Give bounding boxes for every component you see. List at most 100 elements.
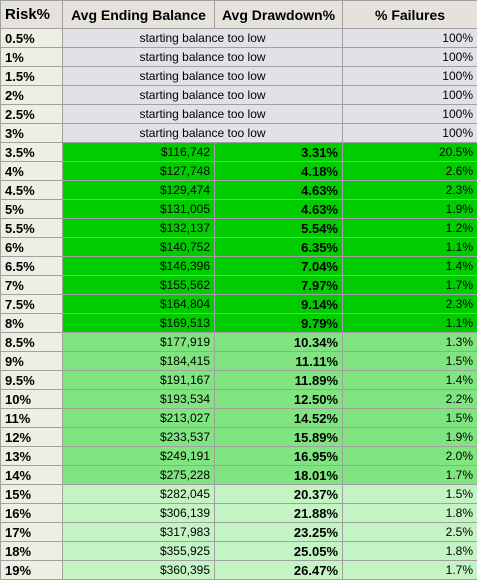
risk-cell: 19% [1, 561, 63, 580]
balance-cell: $275,228 [63, 466, 215, 485]
note-cell: starting balance too low [63, 29, 343, 48]
drawdown-cell: 15.89% [215, 428, 343, 447]
drawdown-cell: 4.18% [215, 162, 343, 181]
column-header: % Failures [343, 1, 477, 29]
note-cell: starting balance too low [63, 86, 343, 105]
risk-cell: 1% [1, 48, 63, 67]
failures-cell: 2.2% [343, 390, 477, 409]
failures-cell: 1.4% [343, 371, 477, 390]
balance-cell: $233,537 [63, 428, 215, 447]
balance-cell: $127,748 [63, 162, 215, 181]
balance-cell: $282,045 [63, 485, 215, 504]
failures-cell: 1.9% [343, 428, 477, 447]
balance-cell: $169,513 [63, 314, 215, 333]
failures-cell: 1.1% [343, 314, 477, 333]
risk-cell: 8% [1, 314, 63, 333]
risk-cell: 3% [1, 124, 63, 143]
drawdown-cell: 5.54% [215, 219, 343, 238]
risk-cell: 9% [1, 352, 63, 371]
failures-cell: 1.1% [343, 238, 477, 257]
balance-cell: $306,139 [63, 504, 215, 523]
balance-cell: $317,983 [63, 523, 215, 542]
drawdown-cell: 7.04% [215, 257, 343, 276]
failures-cell: 1.8% [343, 504, 477, 523]
risk-cell: 12% [1, 428, 63, 447]
balance-cell: $184,415 [63, 352, 215, 371]
drawdown-cell: 6.35% [215, 238, 343, 257]
failures-cell: 100% [343, 105, 477, 124]
risk-cell: 0.5% [1, 29, 63, 48]
failures-cell: 100% [343, 86, 477, 105]
risk-cell: 2% [1, 86, 63, 105]
risk-cell: 13% [1, 447, 63, 466]
drawdown-cell: 11.89% [215, 371, 343, 390]
risk-cell: 2.5% [1, 105, 63, 124]
risk-cell: 15% [1, 485, 63, 504]
drawdown-cell: 21.88% [215, 504, 343, 523]
balance-cell: $129,474 [63, 181, 215, 200]
drawdown-cell: 9.79% [215, 314, 343, 333]
failures-cell: 1.5% [343, 409, 477, 428]
drawdown-cell: 20.37% [215, 485, 343, 504]
balance-cell: $191,167 [63, 371, 215, 390]
failures-cell: 100% [343, 124, 477, 143]
failures-cell: 100% [343, 48, 477, 67]
failures-cell: 2.5% [343, 523, 477, 542]
drawdown-cell: 4.63% [215, 181, 343, 200]
balance-cell: $177,919 [63, 333, 215, 352]
risk-cell: 10% [1, 390, 63, 409]
drawdown-cell: 7.97% [215, 276, 343, 295]
drawdown-cell: 26.47% [215, 561, 343, 580]
risk-cell: 5.5% [1, 219, 63, 238]
failures-cell: 1.8% [343, 542, 477, 561]
failures-cell: 1.5% [343, 352, 477, 371]
note-cell: starting balance too low [63, 124, 343, 143]
risk-cell: 17% [1, 523, 63, 542]
risk-cell: 6% [1, 238, 63, 257]
note-cell: starting balance too low [63, 105, 343, 124]
risk-cell: 9.5% [1, 371, 63, 390]
balance-cell: $360,395 [63, 561, 215, 580]
failures-cell: 1.7% [343, 466, 477, 485]
failures-cell: 1.5% [343, 485, 477, 504]
drawdown-cell: 16.95% [215, 447, 343, 466]
balance-cell: $164,804 [63, 295, 215, 314]
balance-cell: $193,534 [63, 390, 215, 409]
risk-cell: 5% [1, 200, 63, 219]
failures-cell: 100% [343, 67, 477, 86]
failures-cell: 20.5% [343, 143, 477, 162]
balance-cell: $116,742 [63, 143, 215, 162]
failures-cell: 2.3% [343, 295, 477, 314]
risk-cell: 8.5% [1, 333, 63, 352]
drawdown-cell: 10.34% [215, 333, 343, 352]
drawdown-cell: 9.14% [215, 295, 343, 314]
failures-cell: 1.3% [343, 333, 477, 352]
risk-cell: 16% [1, 504, 63, 523]
balance-cell: $146,396 [63, 257, 215, 276]
failures-cell: 2.0% [343, 447, 477, 466]
risk-cell: 3.5% [1, 143, 63, 162]
drawdown-cell: 3.31% [215, 143, 343, 162]
risk-cell: 6.5% [1, 257, 63, 276]
risk-cell: 1.5% [1, 67, 63, 86]
